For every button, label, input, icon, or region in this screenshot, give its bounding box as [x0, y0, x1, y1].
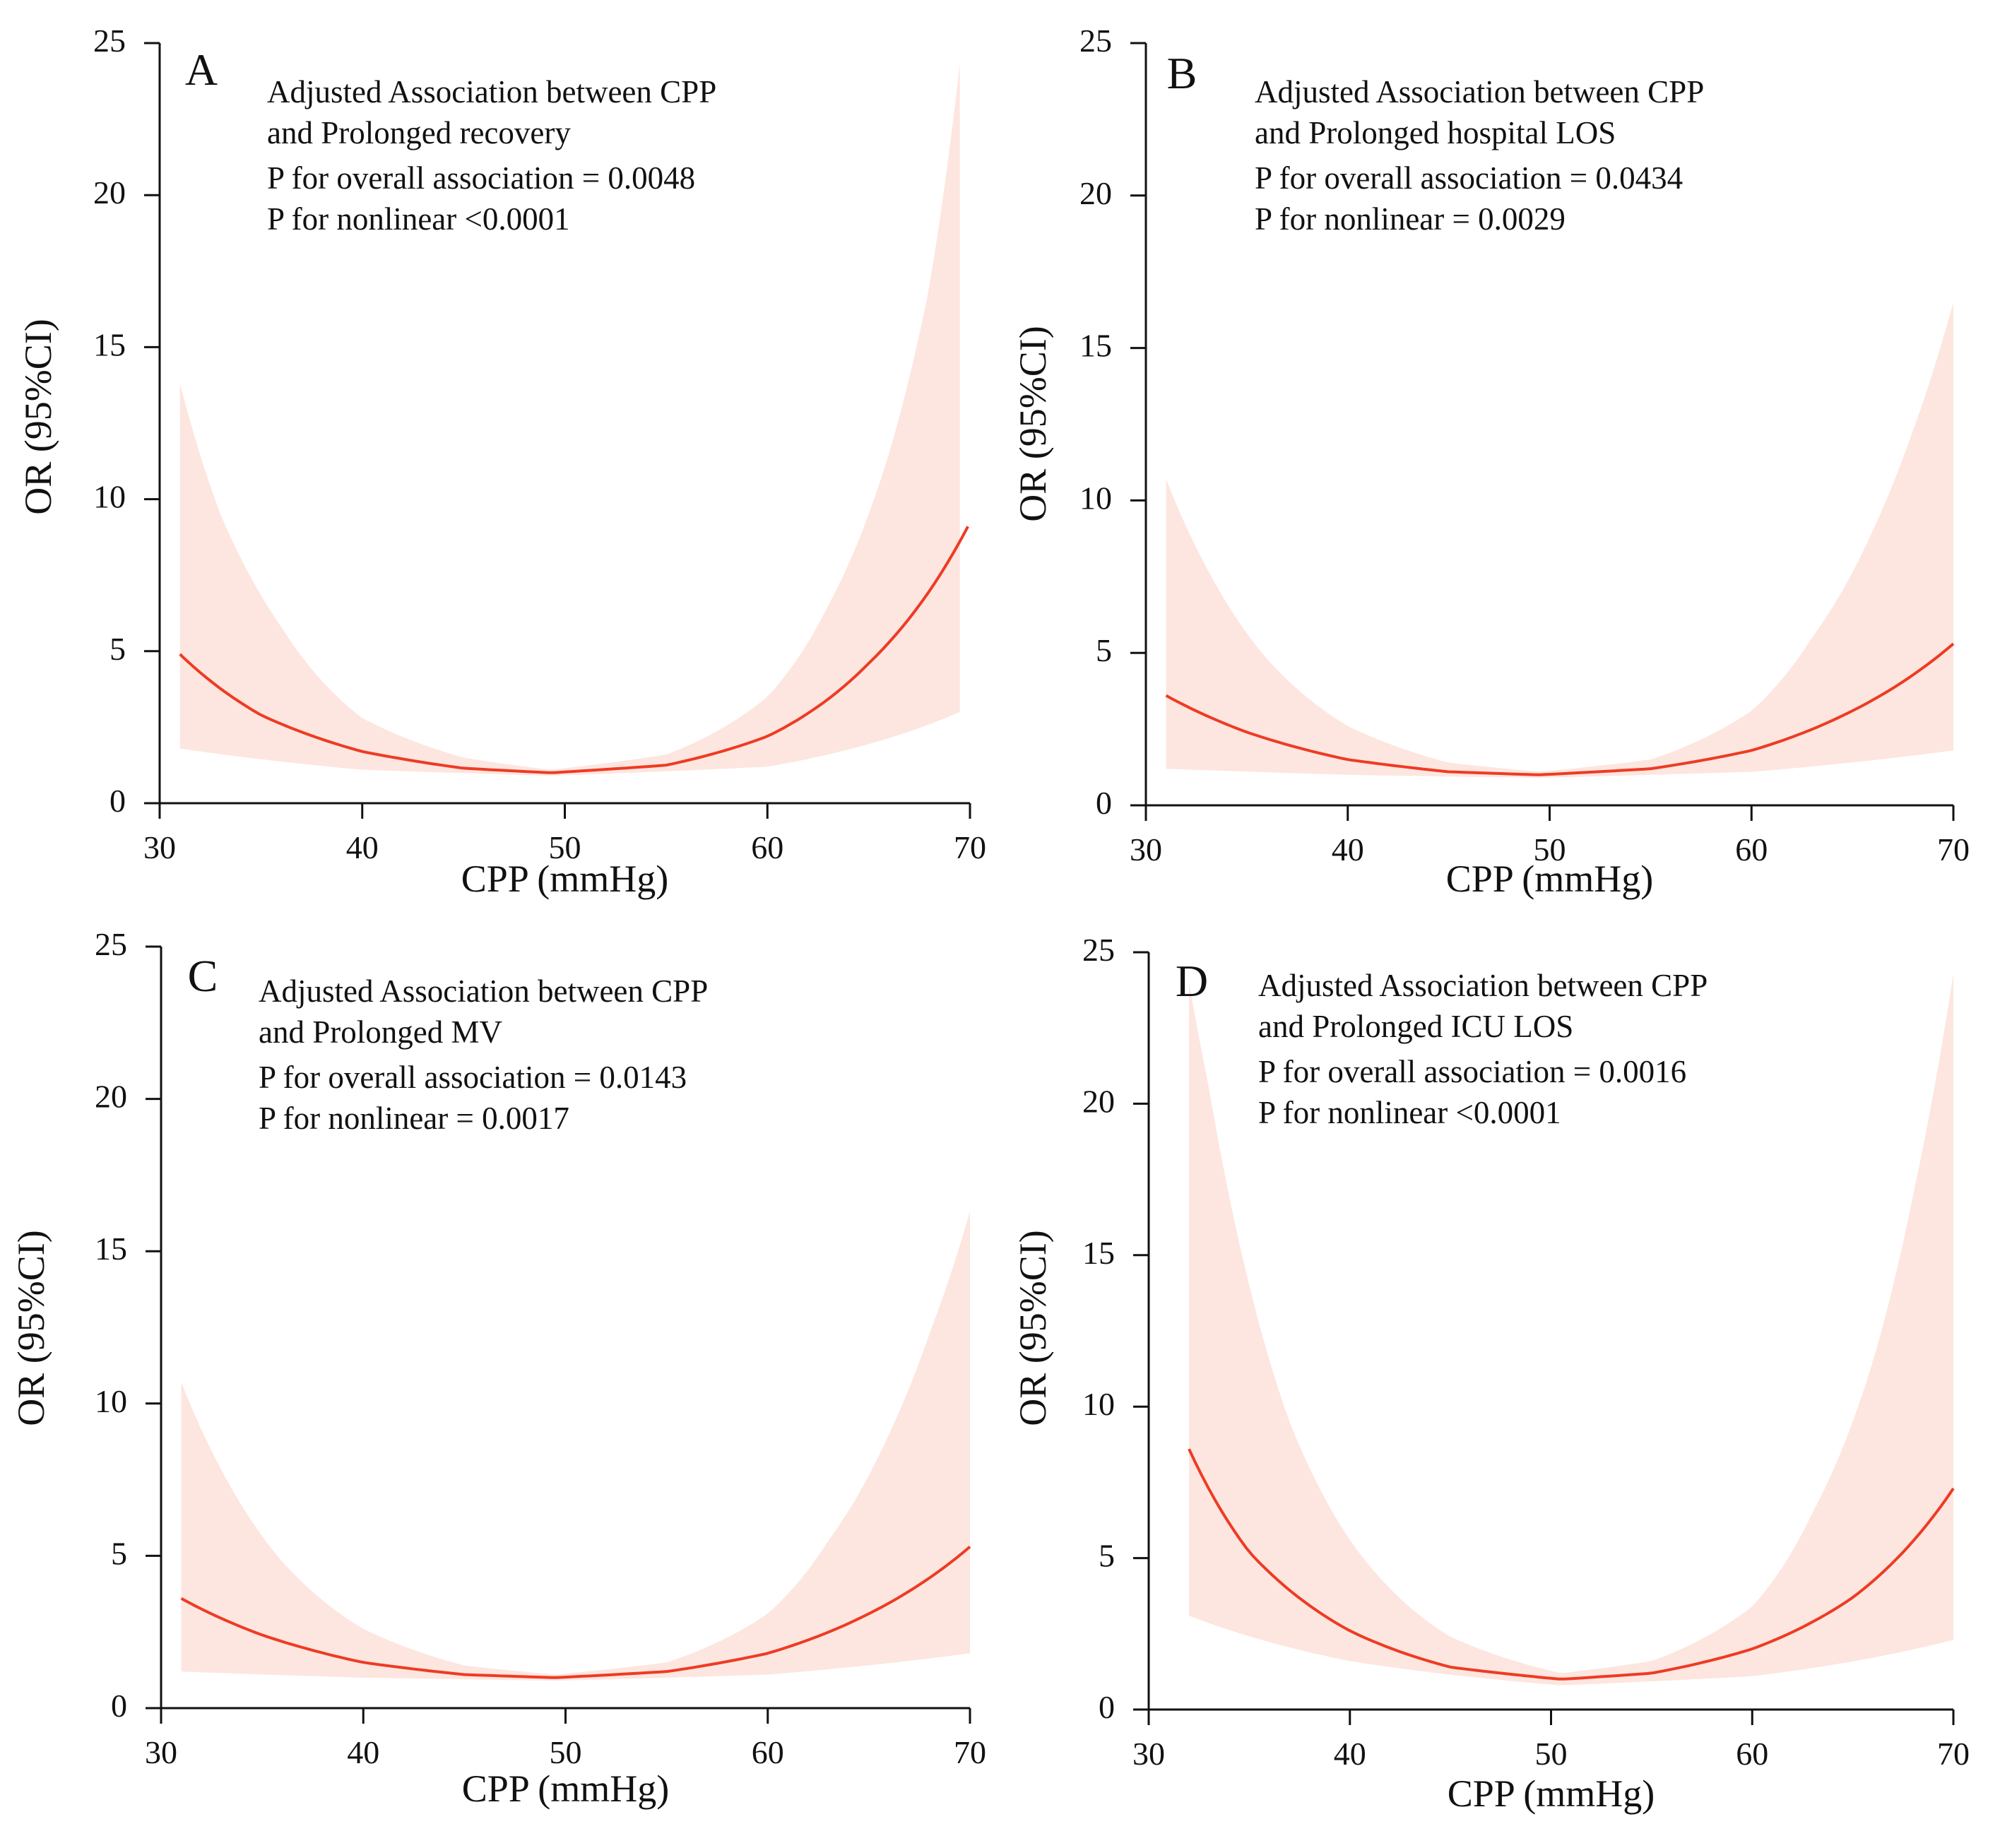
- ci-band-b: [1166, 302, 1953, 778]
- x-axis-title-d: CPP (mmHg): [1448, 1772, 1655, 1815]
- x-tick-label-b: 30: [1130, 831, 1162, 867]
- annotation-line-a: Adjusted Association between CPP: [267, 74, 716, 109]
- y-axis-title-c: OR (95%CI): [10, 1230, 52, 1426]
- panel-a: 0 5 10 15 20 25 30 40 50 60 70 CPP (mmHg) OR (95%CI)…: [17, 23, 986, 900]
- annotation-line-b: Adjusted Association between CPP: [1255, 74, 1704, 109]
- y-tick-label-c: 25: [95, 926, 127, 962]
- x-tick-label-a: 60: [751, 829, 783, 865]
- panel-letter-d: D: [1176, 956, 1208, 1006]
- annotation-line-c: P for nonlinear = 0.0017: [259, 1101, 569, 1136]
- ci-band-c: [181, 1212, 971, 1681]
- y-tick-label-b: 15: [1079, 328, 1112, 364]
- y-tick-label-d: 20: [1082, 1083, 1115, 1119]
- annotation-line-a: and Prolonged recovery: [267, 115, 571, 150]
- y-tick-label-a: 5: [110, 631, 126, 667]
- annotation-line-b: P for nonlinear = 0.0029: [1255, 201, 1566, 237]
- x-tick-label-d: 40: [1334, 1736, 1366, 1772]
- annotation-line-a: P for nonlinear <0.0001: [267, 201, 570, 237]
- x-tick-label-b: 40: [1332, 831, 1364, 867]
- x-tick-label-c: 60: [752, 1734, 784, 1770]
- x-tick-label-d: 60: [1736, 1736, 1768, 1772]
- x-tick-label-d: 70: [1937, 1736, 1970, 1772]
- x-axis-title-c: CPP (mmHg): [462, 1767, 670, 1810]
- y-tick-label-c: 0: [111, 1688, 127, 1724]
- x-axis-title-b: CPP (mmHg): [1446, 858, 1654, 900]
- y-tick-label-a: 10: [93, 479, 126, 515]
- y-tick-label-a: 25: [93, 23, 126, 59]
- y-axis-title-a: OR (95%CI): [17, 319, 59, 514]
- annotation-line-b: and Prolonged hospital LOS: [1255, 115, 1616, 150]
- or-curve-a: [179, 526, 969, 774]
- x-axis-title-a: CPP (mmHg): [461, 858, 669, 900]
- panel-letter-b: B: [1167, 48, 1197, 98]
- x-tick-label-c: 50: [550, 1734, 582, 1770]
- x-tick-label-b: 50: [1534, 831, 1566, 867]
- or-curve-b: [1165, 642, 1955, 776]
- annotation-line-c: and Prolonged MV: [259, 1014, 502, 1050]
- ci-band-d: [1189, 973, 1953, 1686]
- or-curve-d: [1188, 1448, 1955, 1681]
- y-tick-label-d: 0: [1099, 1689, 1115, 1725]
- y-tick-label-a: 15: [93, 326, 126, 362]
- x-tick-label-a: 40: [346, 829, 379, 865]
- annotation-line-d: Adjusted Association between CPP: [1258, 968, 1708, 1003]
- y-tick-label-d: 25: [1082, 932, 1115, 968]
- x-tick-label-d: 30: [1132, 1736, 1165, 1772]
- y-tick-label-c: 20: [95, 1079, 127, 1115]
- x-tick-label-c: 70: [954, 1734, 986, 1770]
- y-tick-label-c: 10: [95, 1383, 127, 1419]
- annotation-line-c: P for overall association = 0.0143: [259, 1060, 687, 1095]
- y-tick-label-c: 15: [95, 1231, 127, 1267]
- x-tick-label-c: 40: [347, 1734, 379, 1770]
- y-tick-label-b: 5: [1096, 632, 1112, 668]
- panel-letter-c: C: [188, 951, 218, 1001]
- y-tick-label-a: 0: [110, 783, 126, 819]
- y-tick-label-a: 20: [93, 174, 126, 211]
- ci-band-a: [179, 64, 960, 776]
- annotation-line-b: P for overall association = 0.0434: [1255, 160, 1683, 196]
- annotation-line-d: P for nonlinear <0.0001: [1258, 1095, 1561, 1130]
- annotation-line-a: P for overall association = 0.0048: [267, 160, 695, 196]
- x-tick-label-a: 30: [143, 829, 176, 865]
- panel-c: 0 5 10 15 20 25 30 40 50 60 70 CPP (mmHg) OR (95%CI)…: [10, 926, 986, 1810]
- annotation-line-d: P for overall association = 0.0016: [1258, 1054, 1686, 1089]
- x-tick-label-b: 70: [1937, 831, 1970, 867]
- panel-d: 0 5 10 15 20 25 30 40 50 60 70 CPP (mmHg) OR (95%CI)…: [1012, 932, 1970, 1815]
- y-tick-label-b: 25: [1079, 23, 1112, 59]
- annotation-line-d: and Prolonged ICU LOS: [1258, 1009, 1573, 1044]
- x-tick-label-a: 50: [549, 829, 581, 865]
- y-tick-label-c: 5: [111, 1535, 127, 1571]
- y-axis-title-d: OR (95%CI): [1012, 1230, 1054, 1426]
- or-curve-c: [180, 1545, 971, 1679]
- y-tick-label-d: 5: [1099, 1538, 1115, 1574]
- y-axis-title-b: OR (95%CI): [1012, 326, 1054, 521]
- panel-b: 0 5 10 15 20 25 30 40 50 60 70 CPP (mmHg) OR (95%CI)…: [1012, 23, 1970, 900]
- y-tick-label-b: 10: [1079, 480, 1112, 516]
- y-tick-label-b: 20: [1079, 175, 1112, 211]
- annotation-line-c: Adjusted Association between CPP: [259, 973, 708, 1009]
- y-tick-label-b: 0: [1096, 785, 1112, 821]
- panel-letter-a: A: [185, 45, 218, 95]
- x-tick-label-b: 60: [1735, 831, 1768, 867]
- x-tick-label-d: 50: [1535, 1736, 1568, 1772]
- y-tick-label-d: 15: [1082, 1235, 1115, 1271]
- y-tick-label-d: 10: [1082, 1386, 1115, 1422]
- x-tick-label-a: 70: [954, 829, 986, 865]
- x-tick-label-c: 30: [145, 1734, 177, 1770]
